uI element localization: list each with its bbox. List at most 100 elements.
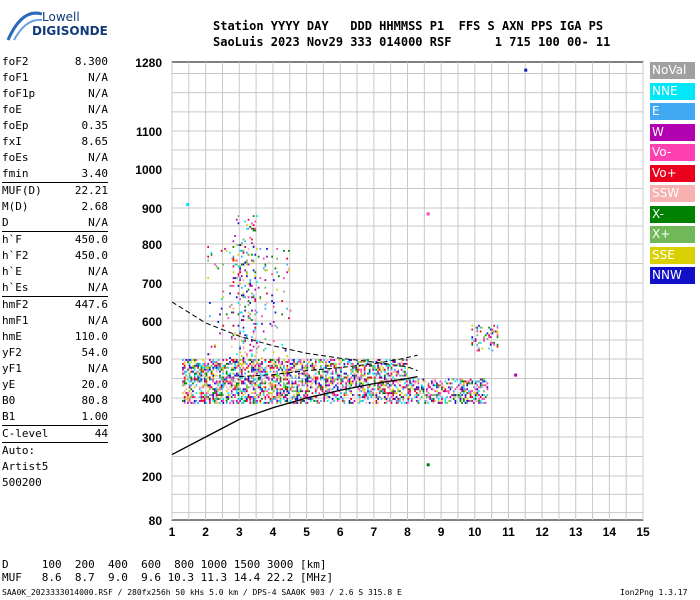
echo-point: [252, 378, 255, 381]
echo-point: [449, 399, 452, 402]
echo-point: [198, 378, 201, 381]
echo-point: [358, 360, 361, 363]
echo-point: [493, 330, 495, 333]
echo-point: [284, 360, 287, 363]
echo-point: [252, 332, 255, 335]
echo-point: [284, 394, 287, 397]
echo-point: [219, 366, 221, 369]
echo-point: [392, 382, 395, 385]
echo-point: [336, 372, 339, 375]
echo-point: [230, 368, 233, 371]
echo-point: [476, 326, 479, 329]
echo-point: [474, 396, 477, 398]
echo-point: [182, 359, 184, 361]
echo-point: [402, 370, 405, 373]
echo-point: [308, 374, 310, 377]
echo-point: [244, 309, 247, 312]
echo-point: [313, 366, 315, 369]
echo-point: [343, 364, 346, 367]
echo-point: [399, 394, 401, 397]
echo-point: [254, 398, 257, 400]
echo-point: [222, 372, 225, 375]
profile-curve: [171, 375, 418, 456]
echo-point: [279, 399, 282, 402]
echo-point: [372, 394, 374, 397]
echo-point: [235, 382, 238, 385]
echo-point: [373, 364, 376, 367]
logo-arc-icon: [6, 11, 43, 41]
echo-point: [217, 359, 220, 361]
echo-point: [357, 368, 359, 371]
echo-point: [331, 376, 334, 379]
echo-point: [261, 315, 263, 318]
echo-point: [363, 359, 366, 361]
echo-point: [240, 392, 243, 395]
echo-point: [256, 368, 258, 371]
echo-point: [333, 394, 336, 397]
echo-point: [240, 372, 243, 375]
footer-info: SAA0K_2023333014000.RSF / 280fx256h 50 k…: [2, 588, 402, 597]
echo-point: [239, 359, 241, 361]
param-value: 2.68: [81, 200, 109, 213]
echo-point: [397, 390, 400, 393]
echo-point: [286, 390, 289, 393]
echo-point: [269, 398, 272, 400]
echo-point: [436, 390, 438, 393]
echo-point: [262, 392, 265, 395]
echo-point: [230, 303, 233, 306]
echo-point: [387, 374, 389, 377]
echo-point: [358, 401, 361, 404]
echo-point: [372, 388, 374, 391]
echo-point: [251, 353, 253, 356]
echo-point: [276, 398, 278, 400]
echo-point: [320, 376, 322, 379]
echo-point: [373, 394, 376, 397]
echo-point: [242, 345, 245, 348]
echo-point: [230, 382, 233, 385]
echo-point: [363, 398, 366, 400]
echo-point: [288, 392, 290, 395]
echo-point: [276, 378, 278, 381]
echo-point: [468, 382, 470, 385]
echo-point: [399, 398, 401, 400]
echo-point: [240, 336, 243, 339]
echo-point: [242, 362, 245, 365]
echo-point: [222, 263, 225, 266]
echo-point: [296, 368, 299, 371]
echo-point: [247, 315, 250, 318]
echo-point: [188, 362, 191, 365]
echo-point: [232, 384, 235, 387]
echo-point: [234, 362, 236, 365]
echo-point: [252, 401, 255, 404]
echo-point: [232, 255, 235, 258]
x-tick-label: 2: [202, 525, 209, 539]
echo-point: [365, 378, 368, 381]
echo-point: [474, 326, 477, 329]
echo-point: [476, 330, 479, 333]
echo-point: [446, 390, 448, 393]
echo-point: [267, 364, 270, 367]
echo-point: [232, 311, 235, 314]
echo-point: [230, 384, 233, 387]
echo-point: [452, 378, 455, 381]
echo-point: [277, 368, 280, 371]
echo-point: [350, 384, 352, 387]
echo-point: [239, 351, 241, 354]
echo-point: [463, 386, 465, 389]
echo-point: [254, 396, 257, 398]
echo-point: [303, 360, 305, 363]
echo-point: [284, 368, 287, 371]
echo-point: [357, 394, 359, 397]
echo-point: [296, 401, 299, 404]
param-value: N/A: [88, 103, 108, 116]
echo-point: [293, 390, 295, 393]
echo-point: [452, 390, 455, 393]
echo-point: [387, 394, 389, 397]
echo-point: [234, 386, 236, 389]
echo-point: [251, 359, 253, 361]
echo-point: [420, 378, 423, 381]
echo-point: [246, 388, 248, 391]
echo-point: [346, 376, 349, 379]
echo-point: [491, 349, 494, 352]
echo-point: [195, 384, 198, 387]
